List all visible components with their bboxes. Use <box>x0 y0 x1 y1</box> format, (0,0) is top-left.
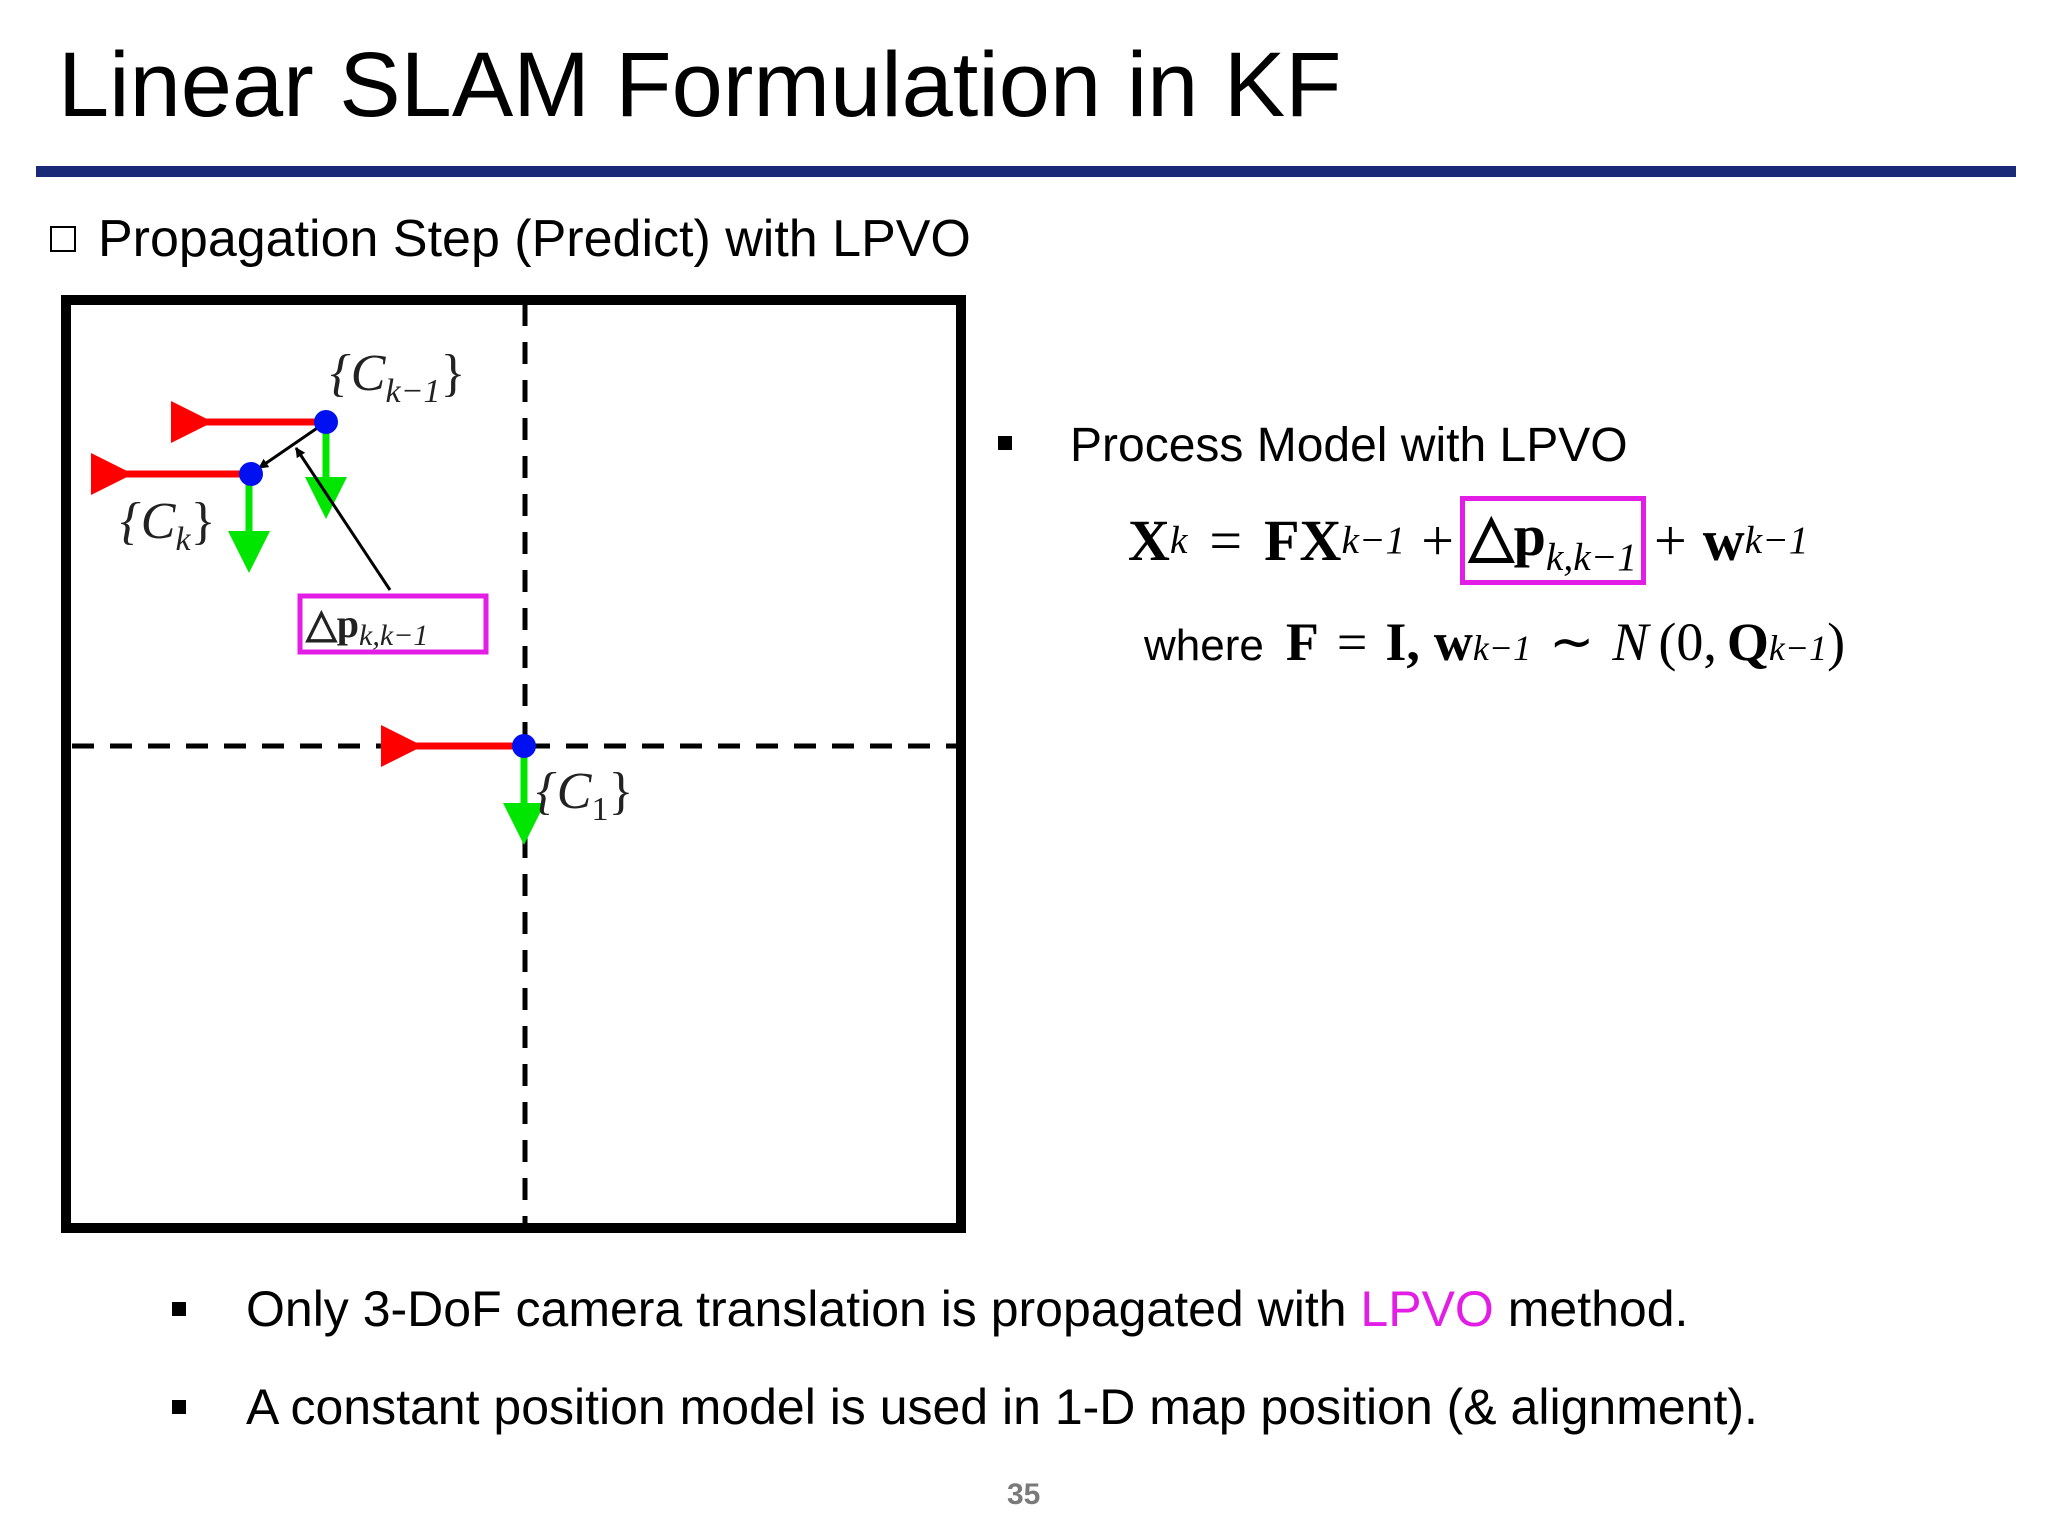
eq-x: X <box>1128 507 1170 573</box>
ck-point <box>239 462 263 486</box>
section-heading-text: Propagation Step (Predict) with LPVO <box>98 210 971 268</box>
page-number: 35 <box>1007 1478 1041 1511</box>
lpvo-highlight: LPVO <box>1360 1281 1494 1337</box>
section-heading: Propagation Step (Predict) with LPVO <box>50 208 971 270</box>
ck-minus-1-label: {Ck−1} <box>330 345 466 410</box>
c1-point <box>512 734 536 758</box>
lpvo-diagram: {Ck−1} {Ck} {C1} △pk,k−1 <box>61 295 966 1233</box>
map-frame <box>61 295 966 1233</box>
slide-title: Linear SLAM Formulation in KF <box>58 34 1342 136</box>
delta-p-pointer <box>294 447 392 591</box>
c1-label: {C1} <box>536 763 633 828</box>
ck-label: {Ck} <box>120 493 216 558</box>
bullet-icon <box>172 1400 186 1414</box>
process-model-heading: Process Model with LPVO <box>1070 419 1628 472</box>
delta-p-label-box <box>297 593 489 655</box>
bullet-item-1: Only 3-DoF camera translation is propaga… <box>246 1281 1689 1337</box>
bullet-icon <box>172 1302 186 1316</box>
title-underline <box>36 166 2016 177</box>
bullet-icon <box>998 436 1012 450</box>
checkbox-icon <box>50 226 76 252</box>
delta-p-highlight-box: △pk,k−1 <box>1459 496 1647 585</box>
translation-arrow <box>258 420 327 470</box>
ck-minus-1-point <box>314 410 338 434</box>
bullet-item-2: A constant position model is used in 1-D… <box>246 1379 1758 1435</box>
delta-p-label: △pk,k−1 <box>305 601 428 652</box>
